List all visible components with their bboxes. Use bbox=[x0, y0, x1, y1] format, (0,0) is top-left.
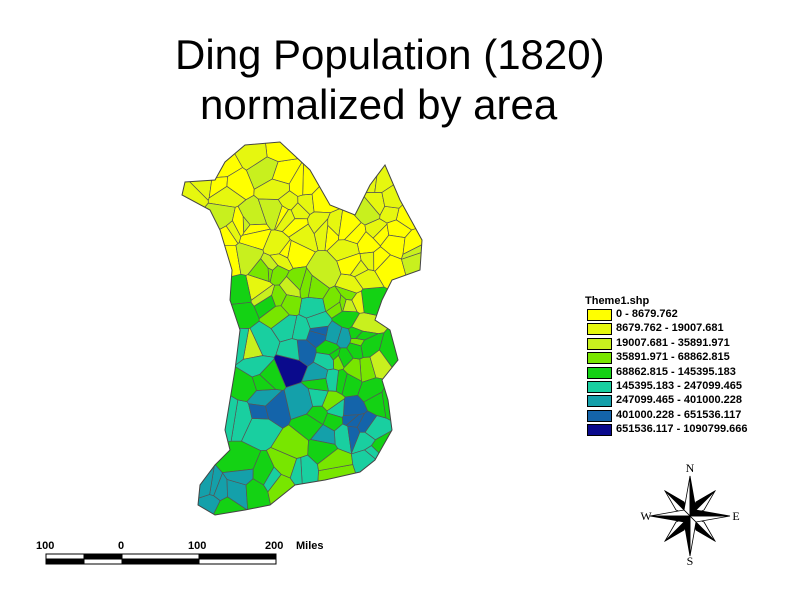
map-region bbox=[301, 361, 329, 382]
scale-unit: Miles bbox=[296, 540, 324, 552]
legend-label: 145395.183 - 247099.465 bbox=[616, 379, 743, 392]
legend-item: 19007.681 - 35891.971 bbox=[585, 337, 785, 351]
legend-label: 0 - 8679.762 bbox=[616, 308, 678, 320]
legend: Theme1.shp 0 - 8679.762 8679.762 - 19007… bbox=[585, 294, 785, 438]
scale-label: 0 bbox=[118, 540, 125, 552]
map-region bbox=[300, 454, 319, 515]
legend-item: 401000.228 - 651536.117 bbox=[585, 409, 785, 423]
map-region bbox=[346, 342, 364, 360]
compass-e: E bbox=[732, 509, 739, 523]
legend-swatch bbox=[587, 395, 612, 408]
scale-label: 100 bbox=[36, 540, 55, 552]
map-region bbox=[381, 147, 422, 209]
map-region bbox=[342, 414, 359, 426]
map-region bbox=[381, 377, 422, 433]
legend-swatch bbox=[587, 323, 612, 336]
map-region bbox=[275, 338, 300, 361]
compass-w: W bbox=[640, 509, 652, 523]
legend-swatch bbox=[587, 309, 612, 321]
map-region bbox=[274, 209, 296, 232]
map-region bbox=[379, 308, 422, 386]
map-region bbox=[182, 244, 242, 293]
map-region bbox=[235, 242, 264, 276]
map-region bbox=[288, 159, 304, 197]
map-region bbox=[182, 494, 221, 515]
legend-label: 19007.681 - 35891.971 bbox=[616, 336, 730, 349]
legend-item: 247099.465 - 401000.228 bbox=[585, 394, 785, 408]
map-region bbox=[287, 239, 316, 269]
legend-item: 651536.117 - 1090799.666 bbox=[585, 423, 785, 437]
map-region bbox=[253, 178, 290, 200]
legend-label: 247099.465 - 401000.228 bbox=[616, 394, 743, 407]
map-title-line1: Ding Population (1820) bbox=[175, 31, 605, 78]
legend-item: 8679.762 - 19007.681 bbox=[585, 322, 785, 336]
map-region bbox=[322, 412, 344, 432]
legend-label: 401000.228 - 651536.117 bbox=[616, 408, 742, 421]
legend-item: 35891.971 - 68862.815 bbox=[585, 351, 785, 365]
province-outline bbox=[181, 141, 423, 516]
map-region bbox=[321, 390, 346, 412]
map-region bbox=[355, 330, 379, 341]
legend-swatch bbox=[587, 424, 612, 437]
map-region bbox=[226, 167, 255, 201]
map-region bbox=[182, 370, 239, 448]
map-region bbox=[220, 142, 268, 171]
scale-label: 200 bbox=[265, 540, 284, 552]
map-region bbox=[374, 142, 422, 193]
legend-item: 145395.183 - 247099.465 bbox=[585, 380, 785, 394]
map-region bbox=[182, 161, 209, 248]
choropleth-map bbox=[181, 141, 423, 516]
map-region bbox=[263, 142, 338, 162]
compass-s: S bbox=[687, 554, 694, 568]
legend-label: 35891.971 - 68862.815 bbox=[616, 351, 730, 364]
map-region bbox=[351, 449, 422, 515]
legend-swatch bbox=[587, 366, 612, 379]
compass-n: N bbox=[686, 461, 695, 475]
legend-swatch bbox=[587, 352, 612, 365]
scale-label: 100 bbox=[188, 540, 207, 552]
map-region bbox=[248, 403, 269, 420]
map-region bbox=[322, 285, 342, 312]
legend-swatch bbox=[587, 380, 612, 393]
legend-swatch bbox=[587, 337, 612, 350]
map-region bbox=[373, 246, 391, 272]
map-title-line2: normalized by area bbox=[200, 81, 558, 128]
legend-label: 68862.815 - 145395.183 bbox=[616, 365, 736, 378]
map-region bbox=[395, 159, 422, 231]
legend-label: 651536.117 - 1090799.666 bbox=[616, 423, 748, 436]
map-region bbox=[302, 142, 339, 196]
map-region bbox=[182, 301, 260, 329]
map-region bbox=[371, 425, 422, 515]
map-region bbox=[307, 211, 331, 234]
legend-title: Theme1.shp bbox=[585, 295, 650, 307]
legend-item: 68862.815 - 145395.183 bbox=[585, 366, 785, 380]
legend-label: 8679.762 - 19007.681 bbox=[616, 322, 724, 335]
map-region bbox=[315, 464, 375, 515]
map-region bbox=[364, 445, 422, 511]
map-region bbox=[336, 252, 362, 276]
map-region bbox=[222, 468, 254, 486]
compass-rose-icon: N S E W bbox=[640, 461, 739, 568]
map-region bbox=[311, 166, 349, 214]
scale-bar bbox=[45, 553, 277, 565]
legend-item: 0 - 8679.762 bbox=[585, 308, 785, 322]
map-region bbox=[251, 374, 276, 391]
map-region bbox=[280, 294, 303, 316]
legend-swatch bbox=[587, 409, 612, 422]
map-region bbox=[286, 266, 307, 291]
map-region bbox=[329, 347, 341, 361]
